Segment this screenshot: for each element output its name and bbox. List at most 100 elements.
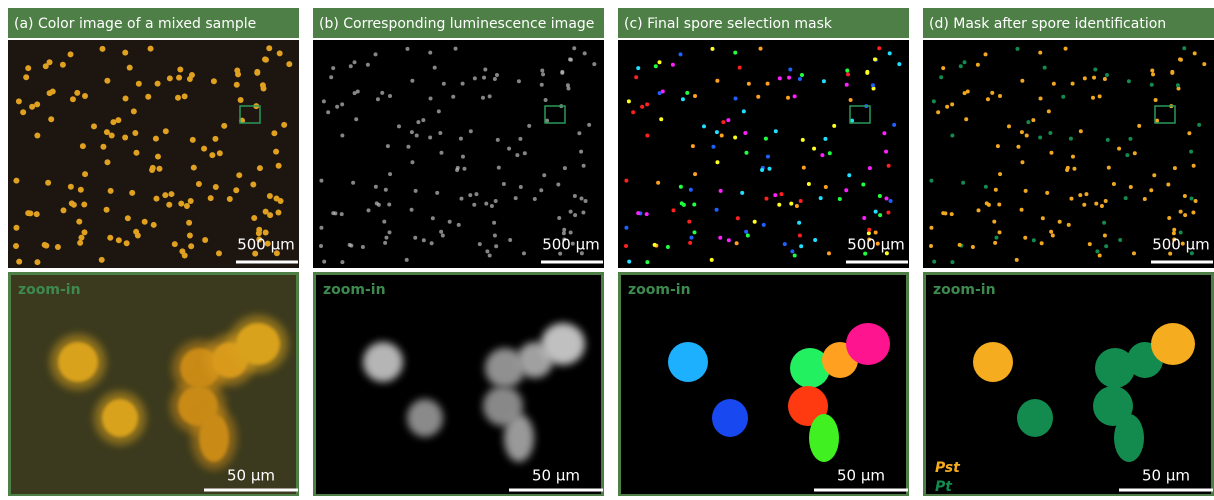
spore-dot [1065, 168, 1069, 172]
spore-dot [1094, 202, 1098, 206]
spore-dot [747, 82, 751, 86]
spore-dot [685, 91, 689, 95]
spore-dot [410, 160, 414, 164]
spore-dot [1117, 147, 1121, 151]
spore-dot [122, 135, 128, 141]
spore-dot [483, 68, 487, 72]
spore-dot [189, 72, 195, 78]
spore-dot [715, 208, 719, 212]
spore-dot [461, 82, 465, 86]
spore-dot [433, 66, 437, 70]
spore-dot [190, 137, 196, 143]
spore-dot [994, 188, 998, 192]
spore-dot [74, 90, 80, 96]
spore-dot [129, 190, 135, 196]
spore-dot [671, 63, 675, 67]
spore-dot [950, 102, 954, 106]
spore-dot [267, 193, 273, 199]
spore-dot [998, 172, 1002, 176]
spore-dot [34, 132, 40, 138]
spore-dot [634, 75, 638, 79]
spore-dot [1105, 73, 1109, 77]
spore-dot [679, 185, 683, 189]
spore-dot [658, 91, 662, 95]
spore-dot [430, 241, 434, 245]
spore-dot [1118, 238, 1122, 242]
spore-dot [13, 243, 19, 249]
spore-dot [721, 120, 725, 124]
spore-dot [166, 202, 172, 208]
spore-dot [187, 233, 193, 239]
spore-dot [275, 209, 281, 215]
spore [809, 414, 839, 462]
spore-dot [929, 244, 933, 248]
spore-dot [680, 201, 684, 205]
spore-dot [1202, 62, 1206, 66]
spore-dot [376, 97, 380, 101]
spore-dot [1107, 166, 1111, 170]
spore-dot [459, 197, 463, 201]
spore-dot [496, 138, 500, 142]
spore-dot [1172, 228, 1176, 232]
spore-dot [331, 66, 335, 70]
spore-dot [788, 68, 792, 72]
spore [504, 414, 534, 462]
spore-dot [542, 173, 546, 177]
spore-dot [636, 66, 640, 70]
spore-dot [1167, 216, 1171, 220]
spore-dot [182, 253, 188, 259]
spore-dot [799, 244, 803, 248]
spore-dot [993, 241, 997, 245]
spore-dot [964, 117, 968, 121]
spore-dot [410, 79, 414, 83]
spore-dot [276, 163, 282, 169]
spore-dot [1143, 197, 1147, 201]
spore-dot [442, 82, 446, 86]
spore-dot [762, 223, 766, 227]
spore-dot [873, 57, 877, 61]
spore-dot [107, 235, 113, 241]
spore-dot [1166, 183, 1170, 187]
spore-dot [1098, 254, 1102, 258]
spore-dot [238, 97, 244, 103]
spore-dot [234, 68, 240, 74]
spore-dot [82, 171, 88, 177]
spore-dot [865, 71, 869, 75]
spore-dot [666, 245, 670, 249]
spore-dot [155, 81, 161, 87]
spore-dot [1088, 242, 1092, 246]
spore-dot [1093, 68, 1097, 72]
spore-dot [653, 243, 657, 247]
spore-dot [671, 208, 675, 212]
spore-dot [1189, 150, 1193, 154]
spore-dot [715, 130, 719, 134]
spore-dot [481, 96, 485, 100]
spore-dot [1020, 79, 1024, 83]
spore-dot [645, 133, 649, 137]
spore-dot [176, 75, 182, 81]
spore-dot [1047, 109, 1051, 113]
spore-dot [733, 136, 737, 140]
spore-dot [68, 51, 74, 57]
spore [1114, 414, 1144, 462]
spore-dot [738, 66, 742, 70]
spore-dot [422, 238, 426, 242]
spore-dot [495, 73, 499, 77]
spore-dot [517, 79, 521, 83]
spore-dot [380, 91, 384, 95]
spore-dot [658, 60, 662, 64]
spore-dot [1197, 123, 1201, 127]
spore-dot [1051, 233, 1055, 237]
spore-dot [153, 196, 159, 202]
spore-dot [319, 244, 323, 248]
spore-dot [523, 151, 527, 155]
spore-dot [889, 199, 893, 203]
spore-dot [557, 216, 561, 220]
spore-dot [42, 242, 48, 248]
spore [58, 342, 98, 382]
spore-dot [178, 201, 184, 207]
spore-dot [1038, 136, 1042, 140]
spore-dot [1015, 47, 1019, 51]
spore-dot [877, 46, 881, 50]
